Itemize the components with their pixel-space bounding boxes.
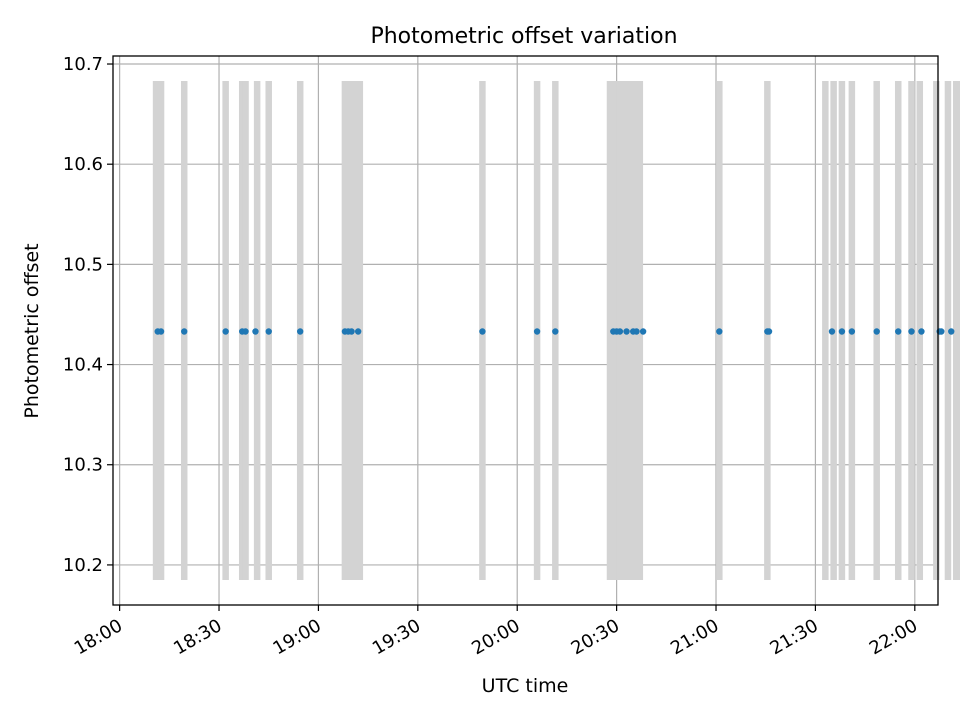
data-point (265, 328, 272, 335)
data-point (838, 328, 846, 335)
data-point (623, 328, 630, 335)
data-point (252, 328, 259, 335)
data-point (639, 328, 647, 335)
x-tick-label: 20:00 (468, 615, 523, 659)
data-points (154, 328, 955, 335)
data-point (716, 328, 723, 335)
y-axis: 10.2 10.3 10.4 10.5 10.6 10.7 (63, 54, 113, 576)
data-point (479, 328, 486, 335)
data-point (242, 328, 249, 335)
data-point (354, 328, 362, 335)
x-axis-label: UTC time (482, 675, 569, 697)
y-tick-label: 10.6 (63, 154, 103, 175)
plot-frame (112, 55, 939, 606)
x-tick-label: 18:30 (170, 615, 225, 659)
data-point (633, 328, 640, 335)
data-point (348, 328, 355, 335)
x-tick-label: 20:30 (568, 615, 623, 659)
data-point (948, 328, 955, 335)
x-axis: 18:00 18:30 19:00 19:30 20:00 20:30 21:00 21:30… (71, 605, 921, 659)
data-point (938, 328, 945, 335)
data-point (908, 328, 915, 335)
data-point (181, 328, 188, 335)
data-point (895, 328, 902, 335)
x-tick-label: 22:00 (866, 615, 921, 659)
y-tick-label: 10.7 (63, 54, 103, 75)
data-point (533, 328, 541, 335)
x-tick-label: 19:30 (369, 615, 424, 659)
y-tick-label: 10.4 (63, 355, 103, 376)
x-tick-label: 21:00 (667, 615, 722, 659)
chart-title: Photometric offset variation (370, 24, 677, 49)
y-axis-label: Photometric offset (21, 243, 43, 418)
grid (113, 56, 938, 605)
data-point (765, 328, 773, 335)
y-tick-label: 10.5 (63, 254, 103, 275)
y-tick-label: 10.2 (63, 555, 103, 576)
data-point (873, 328, 880, 335)
data-point (918, 328, 925, 335)
data-point (552, 328, 559, 335)
y-tick-label: 10.3 (63, 455, 103, 476)
x-tick-label: 19:00 (269, 615, 324, 659)
data-point (828, 328, 836, 335)
data-point (222, 328, 229, 335)
data-point (616, 328, 624, 335)
data-point (848, 328, 856, 335)
data-point (157, 328, 165, 335)
x-tick-label: 21:30 (766, 615, 821, 659)
x-tick-label: 18:00 (71, 615, 126, 659)
data-point (296, 328, 304, 335)
